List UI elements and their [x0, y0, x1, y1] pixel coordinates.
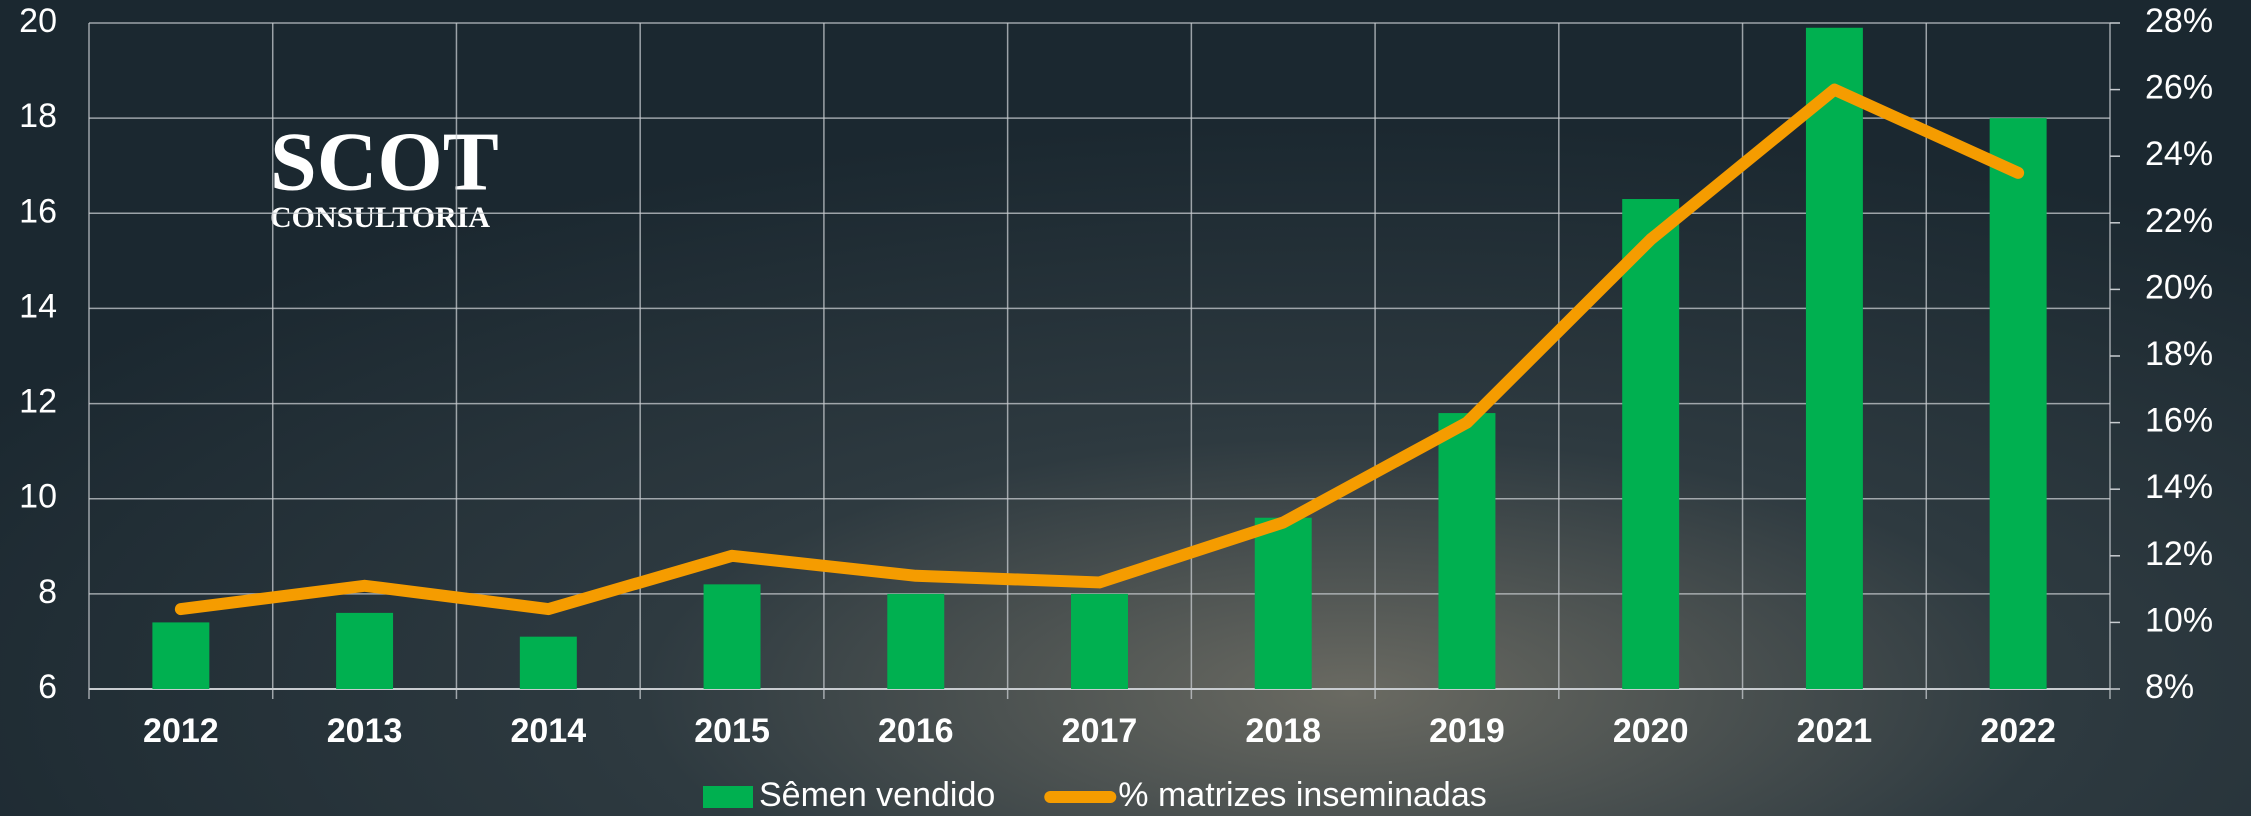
- y2-tick-label: 22%: [2145, 202, 2213, 240]
- x-tick-label: 2013: [327, 712, 403, 750]
- bar: [519, 636, 577, 689]
- y2-tick-label: 20%: [2145, 268, 2213, 306]
- x-tick-label: 2014: [510, 712, 586, 750]
- y-tick-label: 20: [19, 2, 57, 40]
- bar: [1438, 413, 1496, 689]
- bar: [336, 612, 394, 689]
- y2-tick-label: 16%: [2145, 402, 2213, 440]
- x-tick-label: 2019: [1429, 712, 1505, 750]
- bar: [703, 584, 761, 689]
- bar: [887, 593, 945, 689]
- y2-tick-label: 12%: [2145, 535, 2213, 573]
- y-tick-label: 10: [19, 478, 57, 516]
- logo-subtitle: CONSULTORIA: [270, 201, 490, 234]
- x-tick-label: 2021: [1797, 712, 1873, 750]
- y-tick-label: 8: [38, 573, 57, 611]
- legend-swatch: [703, 786, 753, 808]
- bar: [1254, 517, 1312, 689]
- y-tick-label: 6: [38, 668, 57, 706]
- bar: [1071, 593, 1128, 689]
- x-tick-label: 2017: [1062, 712, 1138, 750]
- x-tick-label: 2022: [1980, 712, 2056, 750]
- y2-tick-label: 26%: [2145, 69, 2213, 107]
- y2-tick-label: 24%: [2145, 135, 2213, 173]
- y2-tick-label: 28%: [2145, 2, 2213, 40]
- y2-tick-label: 10%: [2145, 601, 2213, 639]
- legend-label: Sêmen vendido: [759, 776, 995, 814]
- bar: [1805, 27, 1863, 690]
- y-tick-label: 16: [19, 192, 57, 230]
- logo-title: SCOT: [270, 115, 499, 208]
- line: [174, 83, 2025, 616]
- bar: [1989, 118, 2047, 689]
- y2-tick-label: 8%: [2145, 668, 2194, 706]
- x-tick-label: 2015: [694, 712, 770, 750]
- x-tick-label: 2016: [878, 712, 954, 750]
- y2-tick-label: 18%: [2145, 335, 2213, 373]
- bar: [152, 622, 210, 689]
- bar: [1622, 199, 1680, 689]
- x-tick-label: 2018: [1245, 712, 1321, 750]
- x-tick-label: 2012: [143, 712, 219, 750]
- y-tick-label: 18: [19, 97, 57, 135]
- legend-label: % matrizes inseminadas: [1118, 776, 1486, 814]
- y-tick-label: 14: [19, 287, 57, 325]
- x-tick-label: 2020: [1613, 712, 1689, 750]
- y2-tick-label: 14%: [2145, 468, 2213, 506]
- logo: SCOT CONSULTORIA: [270, 115, 499, 234]
- y-tick-label: 12: [19, 383, 57, 421]
